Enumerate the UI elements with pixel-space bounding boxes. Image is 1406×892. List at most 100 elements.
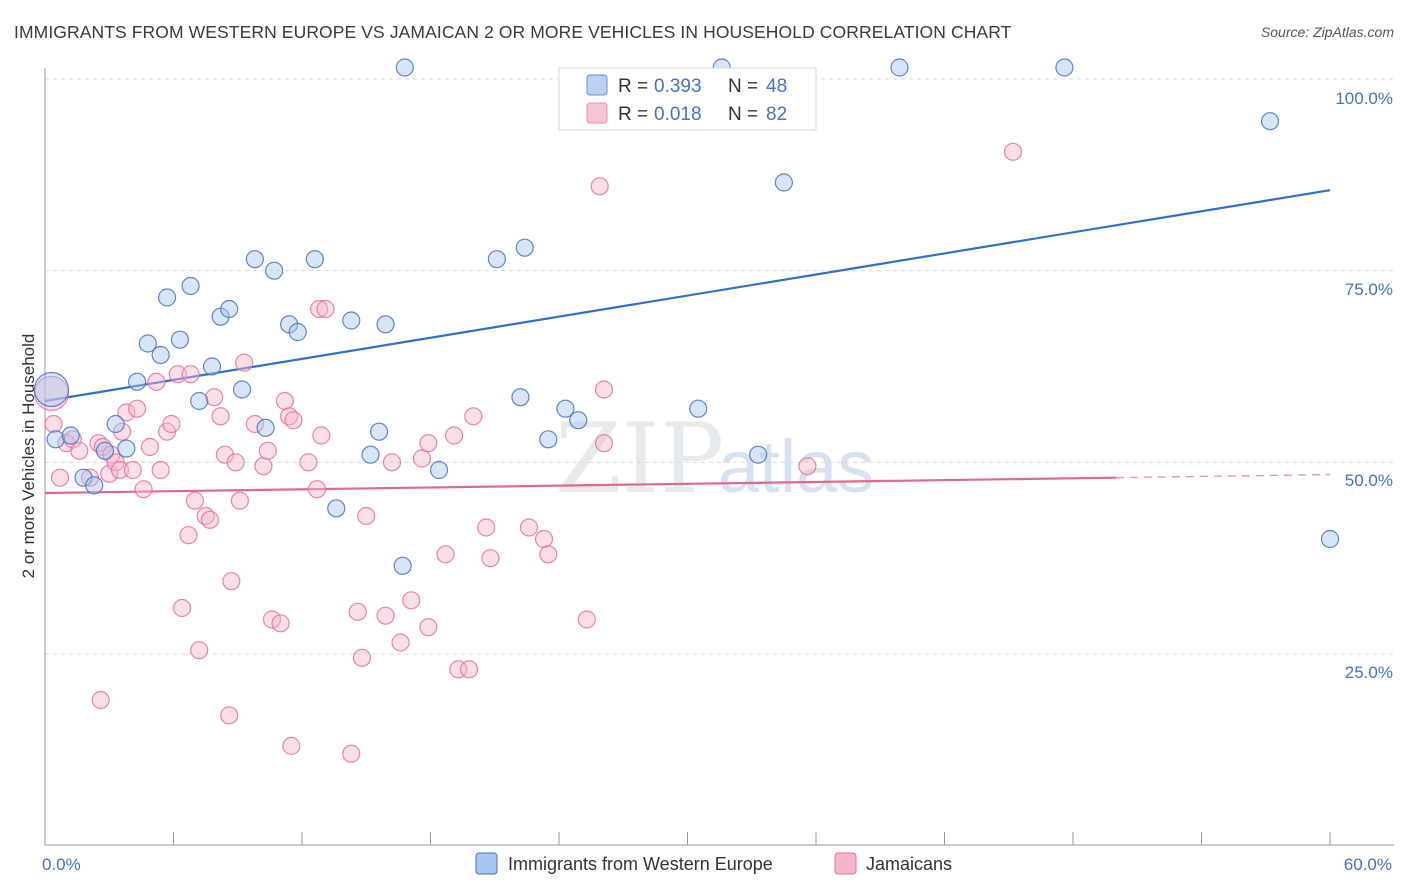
point-pink bbox=[594, 380, 614, 399]
point-pink bbox=[140, 437, 160, 457]
point-blue bbox=[33, 371, 70, 408]
point-pink bbox=[44, 414, 63, 434]
point-pink bbox=[419, 618, 438, 637]
point-blue bbox=[569, 411, 588, 430]
point-pink bbox=[357, 506, 376, 526]
point-pink bbox=[307, 480, 327, 499]
point-blue bbox=[157, 288, 177, 307]
point-blue bbox=[774, 173, 793, 192]
point-pink bbox=[352, 648, 372, 667]
point-pink bbox=[185, 491, 205, 510]
point-pink bbox=[391, 633, 410, 652]
point-blue bbox=[511, 388, 530, 407]
point-pink bbox=[316, 299, 335, 319]
point-pink bbox=[220, 706, 239, 725]
point-pink bbox=[798, 457, 817, 476]
point-pink bbox=[539, 545, 558, 564]
point-pink bbox=[205, 388, 224, 407]
trend-lines bbox=[44, 189, 1331, 495]
y-tick-label: 50.0% bbox=[1345, 471, 1393, 490]
legend-r-label: R = bbox=[618, 76, 648, 97]
point-blue bbox=[117, 439, 136, 458]
point-blue bbox=[256, 418, 275, 437]
point-pink bbox=[151, 460, 170, 480]
point-pink bbox=[179, 526, 198, 545]
point-pink bbox=[172, 598, 192, 618]
point-pink bbox=[226, 453, 245, 472]
point-blue bbox=[749, 445, 768, 464]
x-tick-label-min: 0.0% bbox=[42, 855, 81, 874]
point-blue bbox=[232, 380, 252, 399]
point-pink bbox=[162, 414, 181, 434]
point-pink bbox=[134, 480, 153, 499]
point-blue bbox=[342, 311, 361, 330]
source-note: Source: ZipAtlas.com bbox=[1260, 24, 1394, 40]
point-blue bbox=[515, 238, 534, 257]
point-pink bbox=[577, 610, 596, 629]
stats-legend: R = 0.393 N = 48 R = 0.018 N = 82 bbox=[558, 67, 817, 131]
legend-n-value-blue: 48 bbox=[766, 76, 787, 97]
point-blue bbox=[61, 426, 80, 445]
point-blue bbox=[95, 441, 115, 460]
point-blue bbox=[556, 399, 575, 418]
point-blue bbox=[181, 276, 200, 296]
point-blue bbox=[305, 250, 324, 269]
series-legend-swatch-blue bbox=[475, 852, 498, 875]
point-pink bbox=[235, 353, 254, 372]
point-pink bbox=[594, 434, 614, 453]
point-pink bbox=[147, 372, 166, 391]
point-pink bbox=[477, 518, 496, 537]
point-blue bbox=[370, 422, 389, 441]
y-tick-label: 75.0% bbox=[1345, 280, 1393, 299]
point-pink bbox=[444, 426, 464, 445]
point-blue bbox=[220, 299, 239, 319]
point-pink bbox=[50, 468, 70, 487]
point-blue bbox=[170, 330, 190, 349]
point-pink bbox=[376, 606, 395, 625]
point-pink bbox=[284, 411, 303, 430]
point-pink bbox=[342, 744, 361, 763]
legend-swatch-blue bbox=[586, 74, 608, 96]
point-blue bbox=[689, 399, 708, 418]
legend-r-value-pink: 0.018 bbox=[654, 104, 702, 125]
point-pink bbox=[312, 426, 331, 445]
series-legend-label-pink: Jamaicans bbox=[866, 854, 952, 874]
point-pink bbox=[91, 690, 110, 710]
point-pink bbox=[258, 441, 277, 460]
point-blue bbox=[393, 556, 412, 575]
point-pink bbox=[100, 464, 119, 483]
trend-line-extension-pink bbox=[1115, 473, 1331, 479]
chart-title: IMMIGRANTS FROM WESTERN EUROPE VS JAMAIC… bbox=[14, 22, 1012, 42]
point-blue bbox=[106, 414, 125, 434]
point-pink bbox=[245, 414, 264, 434]
point-pink bbox=[110, 460, 130, 480]
x-axis-ticks bbox=[44, 832, 1331, 845]
legend-r-label: R = bbox=[618, 104, 648, 125]
series-legend: Immigrants from Western Europe Jamaicans bbox=[475, 852, 952, 875]
watermark-atlas: atlas bbox=[718, 425, 874, 508]
legend-n-value-pink: 82 bbox=[766, 104, 787, 125]
point-pink bbox=[70, 441, 89, 460]
point-pink bbox=[168, 365, 187, 384]
point-blue bbox=[429, 460, 449, 480]
data-points bbox=[33, 58, 1340, 763]
point-blue bbox=[138, 334, 157, 353]
legend-n-label: N = bbox=[728, 104, 758, 125]
point-pink bbox=[436, 545, 455, 564]
legend-n-label: N = bbox=[728, 76, 758, 97]
trend-line-pink bbox=[44, 476, 1116, 495]
point-blue bbox=[395, 58, 414, 77]
point-pink bbox=[282, 736, 301, 756]
point-pink bbox=[481, 549, 500, 568]
point-pink bbox=[590, 177, 609, 196]
point-pink bbox=[181, 365, 200, 384]
point-pink bbox=[230, 491, 249, 510]
point-blue bbox=[127, 372, 147, 391]
trend-line-blue bbox=[44, 189, 1331, 403]
point-pink bbox=[464, 407, 483, 426]
point-blue bbox=[1320, 529, 1340, 549]
point-pink bbox=[123, 460, 142, 480]
point-pink bbox=[222, 572, 241, 591]
point-blue bbox=[202, 357, 222, 376]
